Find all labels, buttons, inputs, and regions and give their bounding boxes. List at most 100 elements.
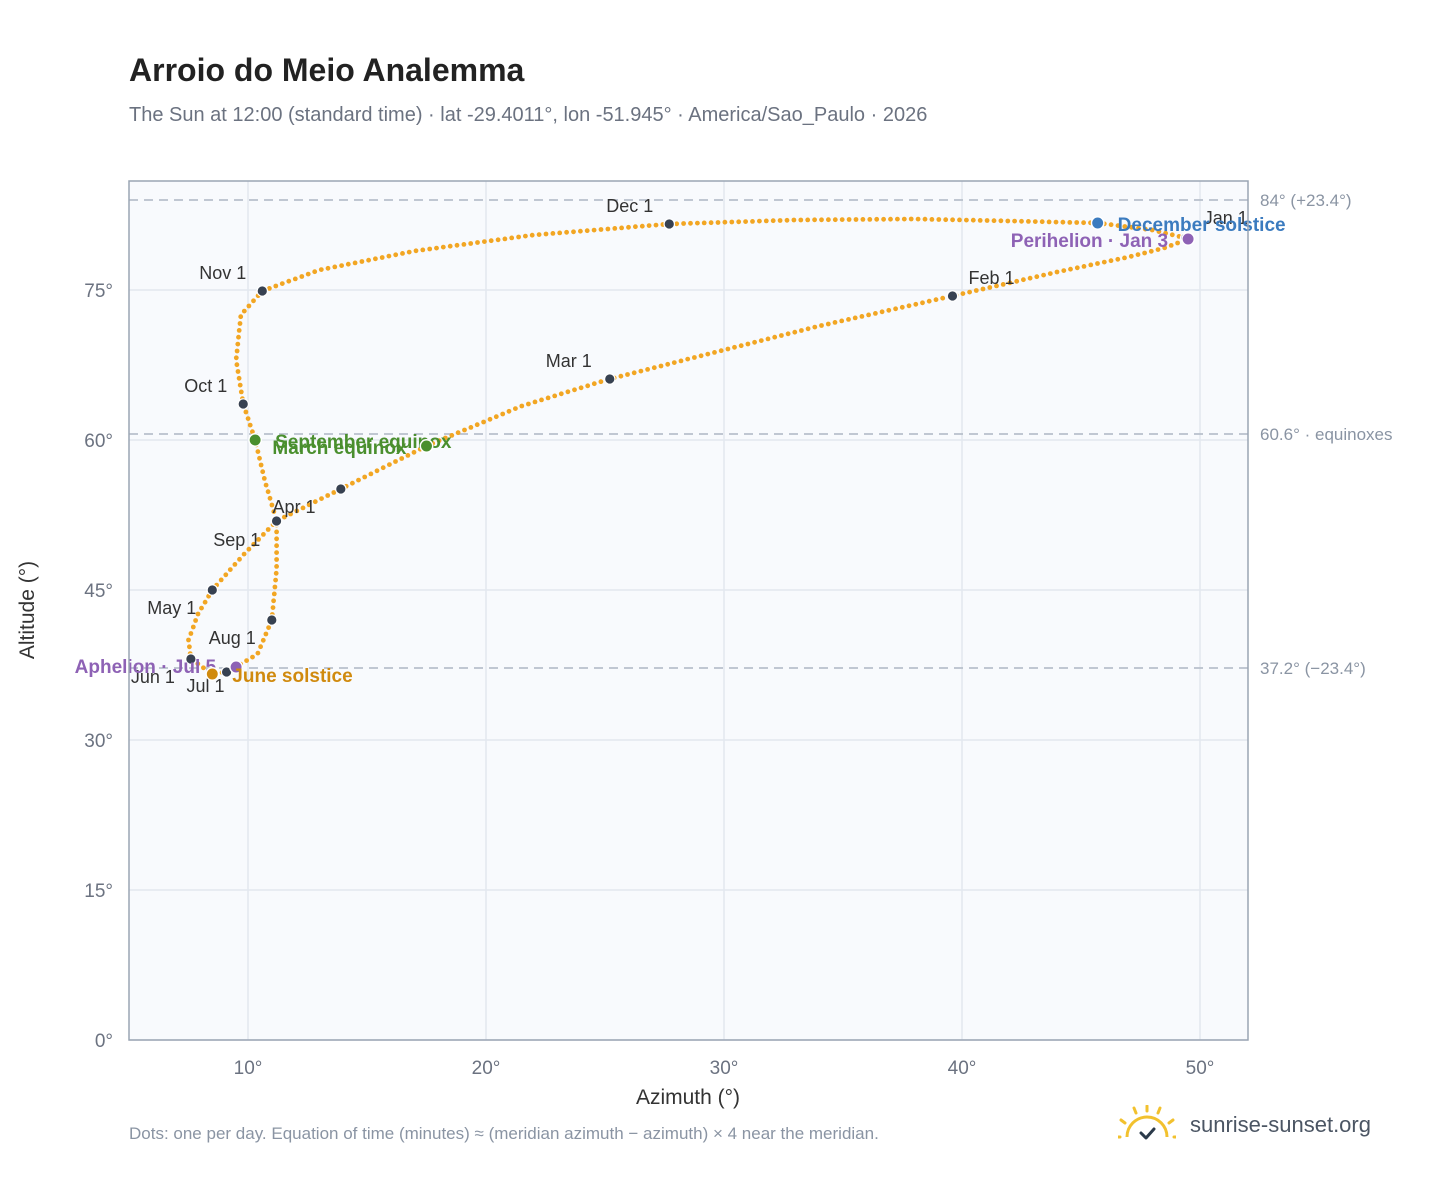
daily-dot	[1175, 240, 1180, 246]
daily-dot	[352, 260, 358, 266]
daily-dot	[1074, 220, 1080, 225]
daily-dot	[584, 228, 590, 234]
daily-dot	[261, 476, 267, 481]
daily-dot	[265, 489, 271, 495]
daily-dot	[631, 370, 637, 376]
daily-dot	[805, 217, 811, 223]
daily-dot	[895, 216, 900, 222]
daily-dot	[325, 493, 331, 498]
daily-dot	[440, 244, 446, 250]
daily-dot	[1155, 247, 1161, 253]
daily-dot	[294, 508, 300, 514]
daily-dot	[1122, 255, 1127, 261]
daily-dot	[519, 403, 525, 409]
daily-dot	[274, 543, 279, 549]
daily-dot	[345, 261, 351, 267]
daily-dot	[626, 224, 631, 230]
daily-dot	[763, 218, 769, 224]
daily-dot	[258, 462, 264, 468]
daily-dot	[1054, 269, 1060, 275]
daily-dot	[722, 219, 728, 225]
daily-dot	[235, 341, 241, 347]
daily-dot	[468, 425, 474, 430]
daily-dot	[812, 324, 818, 330]
daily-dot	[1000, 282, 1006, 287]
month-label: Aug 1	[209, 628, 256, 648]
daily-dot	[653, 222, 659, 228]
month-marker	[185, 653, 197, 665]
x-tick-label: 50°	[1186, 1058, 1215, 1079]
daily-dot	[967, 289, 972, 295]
daily-dot	[619, 225, 624, 231]
daily-dot	[271, 598, 276, 604]
daily-dot	[195, 611, 201, 617]
daily-dot	[1088, 262, 1094, 268]
daily-dot	[970, 217, 976, 223]
daily-dot	[251, 298, 256, 304]
daily-dot	[718, 348, 724, 354]
daily-dot	[449, 433, 455, 438]
month-marker	[946, 290, 959, 302]
daily-dot	[933, 297, 939, 303]
daily-dot	[552, 393, 558, 399]
month-label: Dec 1	[606, 196, 653, 216]
daily-dot	[516, 234, 521, 240]
daily-dot	[420, 247, 426, 253]
event-label: Perihelion · Jan 3	[1011, 231, 1168, 252]
daily-dot	[1034, 274, 1040, 280]
daily-dot	[474, 422, 480, 428]
x-tick-label: 20°	[472, 1058, 501, 1079]
daily-dot	[846, 217, 852, 222]
daily-dot	[1168, 243, 1174, 248]
brand[interactable]: sunrise-sunset.org	[1118, 1100, 1371, 1150]
daily-dot	[994, 283, 999, 289]
daily-dot	[234, 348, 240, 354]
daily-dot	[777, 218, 783, 223]
daily-dot	[658, 363, 664, 369]
daily-dot	[454, 242, 460, 248]
daily-dot	[436, 438, 442, 444]
daily-dot	[475, 240, 480, 245]
daily-dot	[705, 351, 711, 357]
daily-dot	[715, 220, 721, 225]
daily-dot	[678, 358, 684, 364]
daily-dot	[695, 220, 700, 226]
daily-dot	[725, 346, 731, 352]
y-tick-label: 30°	[84, 731, 113, 752]
daily-dot	[1007, 280, 1013, 286]
daily-dot	[263, 482, 269, 488]
daily-dot	[712, 350, 717, 355]
daily-dot	[812, 217, 817, 223]
month-label: Nov 1	[199, 263, 246, 283]
daily-dot	[232, 562, 238, 567]
daily-dot	[493, 414, 499, 420]
daily-dot	[991, 218, 997, 224]
reference-lines: 84° (+23.4°) 60.6° · equinoxes 37.2° (−23.…	[129, 191, 1393, 678]
daily-dot	[1046, 219, 1052, 225]
daily-dot	[325, 265, 331, 271]
daily-dot	[973, 288, 979, 293]
daily-dot	[1041, 272, 1046, 278]
y-tick-label: 15°	[84, 881, 113, 902]
y-axis-label: Altitude (°)	[16, 561, 39, 659]
daily-dot	[288, 511, 293, 517]
daily-dot	[195, 661, 201, 667]
daily-dot	[943, 217, 949, 223]
daily-dot	[605, 226, 611, 232]
daily-dot	[227, 567, 233, 572]
daily-dot	[366, 257, 371, 263]
daily-dot	[263, 631, 269, 637]
daily-dot	[792, 329, 798, 335]
daily-dot	[236, 328, 242, 333]
daily-dot	[936, 217, 942, 222]
daily-dot	[279, 281, 285, 286]
daily-dot	[674, 221, 680, 227]
daily-dot	[688, 220, 693, 226]
daily-dot	[379, 255, 385, 260]
daily-dot	[393, 459, 398, 464]
month-marker	[335, 483, 347, 495]
daily-dot	[612, 226, 618, 231]
daily-dot	[585, 383, 591, 389]
month-label: Jul 1	[187, 676, 225, 696]
x-tick-label: 10°	[234, 1058, 263, 1079]
